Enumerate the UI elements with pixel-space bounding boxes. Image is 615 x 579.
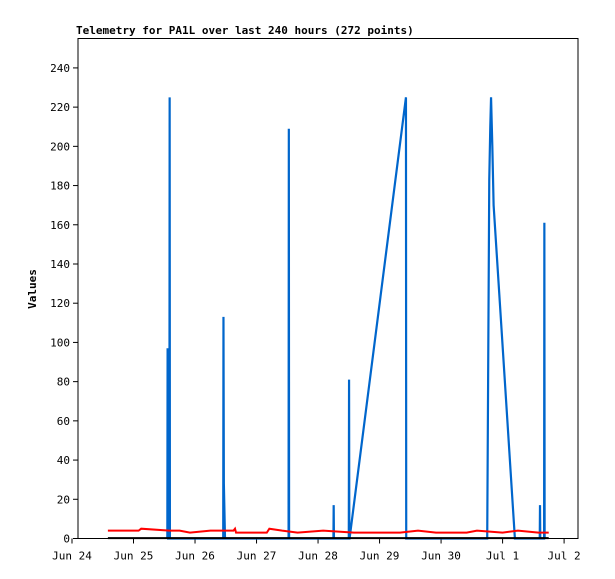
y-tick-label: 100 <box>50 336 70 349</box>
y-tick-label: 240 <box>50 62 70 75</box>
y-axis: 0 20 40 60 80 100 120 140 160 180 200 220 240 <box>50 62 78 546</box>
y-tick-label: 200 <box>50 140 70 153</box>
x-tick-label: Jun 29 <box>360 550 400 563</box>
x-tick-label: Jun 28 <box>298 550 338 563</box>
y-tick-label: 20 <box>57 493 70 506</box>
y-tick-label: 180 <box>50 180 70 193</box>
series-line-1 <box>107 526 549 534</box>
series-line-0 <box>166 97 546 540</box>
x-tick-label: Jun 25 <box>114 550 154 563</box>
x-tick-label: Jun 24 <box>52 550 92 563</box>
y-tick-label: 60 <box>57 415 70 428</box>
y-axis-label: Values <box>26 269 39 309</box>
x-tick-label: Jun 27 <box>237 550 277 563</box>
y-tick-label: 40 <box>57 454 70 467</box>
x-tick-label: Jul 1 <box>486 550 519 563</box>
y-tick-label: 220 <box>50 101 70 114</box>
plot-frame <box>77 38 579 539</box>
series-layer <box>107 97 549 540</box>
y-tick-label: 0 <box>63 533 70 546</box>
y-tick-label: 80 <box>57 376 70 389</box>
y-tick-label: 120 <box>50 297 70 310</box>
x-tick-label: Jun 26 <box>175 550 215 563</box>
chart-title: Telemetry for PA1L over last 240 hours (… <box>76 24 414 37</box>
x-axis: Jun 24 Jun 25 Jun 26 Jun 27 Jun 28 Jun 29 Jun … <box>52 538 581 563</box>
y-tick-label: 160 <box>50 219 70 232</box>
x-tick-label: Jun 30 <box>421 550 461 563</box>
y-tick-label: 140 <box>50 258 70 271</box>
x-tick-label: Jul 2 <box>548 550 581 563</box>
